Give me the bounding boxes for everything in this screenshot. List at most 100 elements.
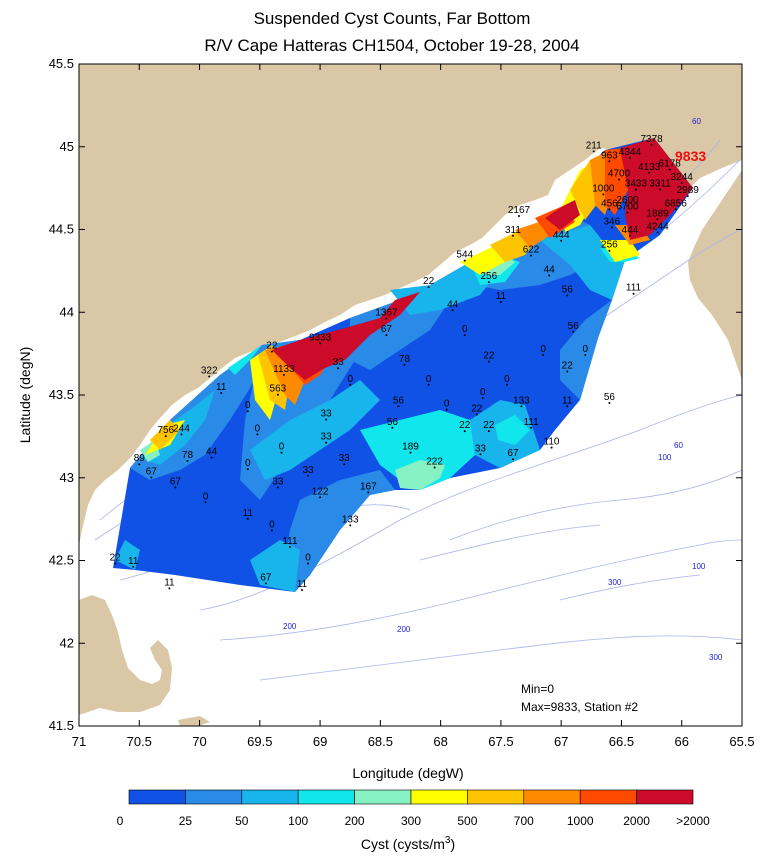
plot-area: 60 60 100 100 200 200 300 300 7378 4344 41… bbox=[79, 64, 742, 726]
station-dot bbox=[132, 565, 135, 568]
station-dot bbox=[487, 360, 490, 363]
station-dot bbox=[511, 458, 514, 461]
station-dot bbox=[174, 486, 177, 489]
station-dot bbox=[530, 254, 533, 257]
x-tick-label: 70.5 bbox=[127, 734, 152, 749]
station-dot bbox=[610, 226, 613, 229]
station-dot bbox=[566, 294, 569, 297]
colorbar: 0 25 50 100 200 300 500 700 1000 2000 >2000 bbox=[117, 789, 710, 828]
y-tick-label: 41.5 bbox=[49, 718, 74, 733]
station-value: 444 bbox=[553, 230, 570, 241]
station-value: 4344 bbox=[619, 147, 642, 158]
y-tick-label: 42.5 bbox=[49, 553, 74, 568]
station-value: 67 bbox=[170, 476, 182, 487]
station-value: 1133 bbox=[273, 364, 295, 375]
station-value: 67 bbox=[146, 466, 158, 477]
station-value: 0 bbox=[255, 423, 261, 434]
station-value: 346 bbox=[603, 217, 620, 228]
station-value: 1889 bbox=[646, 208, 669, 219]
station-dot bbox=[634, 188, 637, 191]
station-value: 544 bbox=[456, 250, 473, 261]
station-dot bbox=[114, 562, 117, 565]
station-value: 133 bbox=[342, 514, 359, 525]
station-value: 111 bbox=[626, 283, 642, 294]
station-dot bbox=[608, 401, 611, 404]
station-value: 211 bbox=[586, 140, 602, 151]
colorbar-swatch bbox=[128, 789, 186, 805]
station-value: 56 bbox=[387, 417, 399, 428]
station-dot bbox=[385, 334, 388, 337]
station-dot bbox=[403, 363, 406, 366]
station-value: 0 bbox=[269, 519, 275, 530]
y-tick-label: 45 bbox=[60, 139, 74, 154]
station-value: 44 bbox=[544, 265, 556, 276]
colorbar-tick-label: 300 bbox=[401, 814, 421, 828]
station-value: 0 bbox=[347, 374, 353, 385]
x-tick-label: 69 bbox=[313, 734, 327, 749]
colorbar-swatch bbox=[185, 789, 243, 805]
station-value: 3244 bbox=[671, 172, 694, 183]
isobath-label: 100 bbox=[692, 562, 706, 571]
station-dot bbox=[280, 451, 283, 454]
station-dot bbox=[325, 441, 328, 444]
station-value: 67 bbox=[507, 448, 519, 459]
station-dot bbox=[463, 259, 466, 262]
station-dot bbox=[608, 249, 611, 252]
station-value: 33 bbox=[302, 465, 314, 476]
station-value: 256 bbox=[481, 271, 498, 282]
colorbar-tick-label: >2000 bbox=[676, 814, 710, 828]
station-dot bbox=[138, 463, 141, 466]
station-value: 22 bbox=[423, 276, 435, 287]
station-dot bbox=[479, 453, 482, 456]
station-dot bbox=[608, 208, 611, 211]
isobath-label: 100 bbox=[658, 453, 672, 462]
x-tick-label: 70 bbox=[192, 734, 206, 749]
station-dot bbox=[560, 239, 563, 242]
station-dot bbox=[451, 309, 454, 312]
station-dot bbox=[542, 353, 545, 356]
station-value: 222 bbox=[426, 457, 443, 468]
station-dot bbox=[517, 214, 520, 217]
station-value: 11 bbox=[297, 579, 308, 590]
station-dot bbox=[204, 501, 207, 504]
station-value: 22 bbox=[483, 351, 495, 362]
station-dot bbox=[566, 370, 569, 373]
station-value: 963 bbox=[601, 150, 618, 161]
x-tick-label: 67.5 bbox=[488, 734, 513, 749]
y-tick-label: 44 bbox=[60, 304, 74, 319]
station-value: 33 bbox=[333, 357, 345, 368]
station-dot bbox=[349, 524, 352, 527]
station-dot bbox=[550, 446, 553, 449]
y-tick-label: 45.5 bbox=[49, 56, 74, 71]
y-tick-label: 42 bbox=[60, 635, 74, 650]
station-value: 0 bbox=[426, 374, 432, 385]
station-dot bbox=[505, 383, 508, 386]
station-value: 244 bbox=[173, 423, 190, 434]
station-value: 0 bbox=[245, 458, 251, 469]
colorbar-swatch bbox=[297, 789, 355, 805]
station-dot bbox=[686, 195, 689, 198]
chart-subtitle: R/V Cape Hatteras CH1504, October 19-28,… bbox=[204, 36, 579, 55]
station-dot bbox=[220, 392, 223, 395]
station-dot bbox=[680, 181, 683, 184]
station-value: 1000 bbox=[592, 183, 615, 194]
station-dot bbox=[592, 150, 595, 153]
colorbar-tick-label: 200 bbox=[345, 814, 365, 828]
station-value: 2600 bbox=[616, 195, 639, 206]
y-tick-label: 44.5 bbox=[49, 222, 74, 237]
station-value: 0 bbox=[279, 442, 285, 453]
land-mainland bbox=[79, 64, 742, 545]
station-dot bbox=[648, 171, 651, 174]
station-value: 22 bbox=[459, 420, 471, 431]
station-value: 33 bbox=[339, 453, 351, 464]
isobath-label: 200 bbox=[397, 625, 411, 634]
station-dot bbox=[301, 588, 304, 591]
station-dot bbox=[572, 330, 575, 333]
station-dot bbox=[391, 426, 394, 429]
station-dot bbox=[276, 486, 279, 489]
station-value: 0 bbox=[480, 387, 486, 398]
station-dot bbox=[668, 168, 671, 171]
station-dot bbox=[626, 211, 629, 214]
station-dot bbox=[325, 418, 328, 421]
station-dot bbox=[307, 474, 310, 477]
